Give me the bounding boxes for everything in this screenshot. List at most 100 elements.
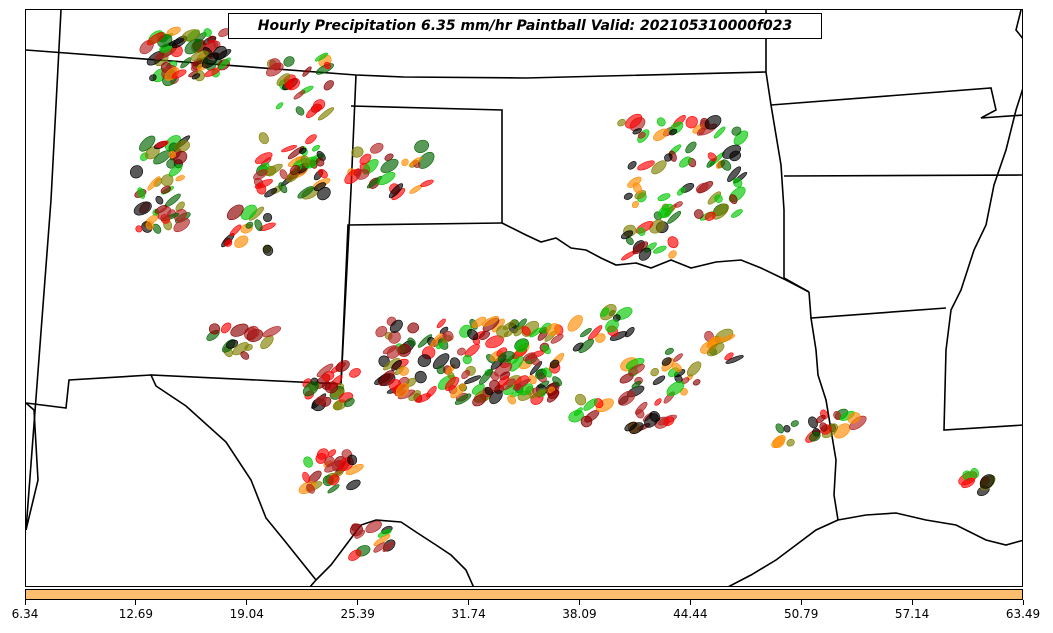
colorado-south-border [350,105,503,223]
precip-blob [685,141,697,154]
precip-blob [578,338,594,353]
precip-blob [318,168,328,179]
precip-blob [605,319,619,333]
precip-blob [212,45,228,60]
precip-blob [444,376,460,391]
precip-blob [449,357,461,369]
precip-blob [289,165,300,176]
precip-blob [485,335,504,349]
precip-blob [269,58,282,71]
precip-blob [245,221,254,229]
title-text: Hourly Precipitation 6.35 mm/hr Paintbal… [257,18,793,34]
precip-blob [175,175,185,182]
precip-blob [173,151,188,165]
precip-blob [359,153,372,165]
precip-blob [669,128,678,136]
precip-blob [595,333,606,343]
precip-blob [407,322,420,334]
northern-border-line [26,49,767,79]
precip-blob [174,140,190,153]
colorbar-tick-label: 38.09 [562,607,597,621]
precip-blob [333,401,343,411]
precip-blob [155,195,164,205]
precip-blob [240,204,257,220]
precip-blob [414,139,429,153]
precip-blob [302,471,310,483]
precip-blob [668,250,677,259]
california-border [26,402,39,531]
precip-blob [664,347,674,355]
newmexico-texas-border [149,374,342,586]
precip-blob [552,376,562,387]
precip-blob [815,414,826,424]
precipitation-paintballs [129,26,996,561]
precip-blob [220,322,232,334]
precip-blob [302,66,312,77]
precip-blob [297,186,314,199]
precip-blob [979,474,995,489]
precip-blob [650,367,660,377]
precip-blob [732,177,743,188]
precip-blob [496,325,509,338]
precip-blob [432,353,450,370]
precip-blob [661,357,672,366]
precip-blob [351,146,364,158]
precip-blob [389,319,403,333]
precip-blob [147,176,161,191]
map-title: Hourly Precipitation 6.35 mm/hr Paintbal… [228,13,822,39]
mississippi-river [943,88,1022,431]
precip-blob [139,135,156,152]
precip-blob [230,323,249,337]
precip-blob [707,152,717,162]
precip-blob [315,452,327,464]
louisiana-coast [837,512,1022,546]
precip-blob [184,38,202,55]
precip-blob [674,201,683,208]
precip-blob [651,160,667,175]
precip-blob [328,474,340,486]
precip-blob [722,144,741,159]
precip-blob [632,182,642,194]
rio-grande [315,519,474,586]
precip-blob [725,355,744,364]
precip-blob [355,169,370,180]
precip-blob [375,326,388,338]
colorbar-tick-label: 50.79 [784,607,819,621]
colorbar-tick [357,600,359,605]
precip-blob [224,239,232,246]
precip-blob [666,381,685,396]
precip-blob [443,330,454,342]
precip-blob [327,449,337,457]
precip-blob [624,327,635,338]
precip-blob [190,50,209,62]
precip-blob [346,479,361,491]
precip-blob [512,378,531,390]
colorbar [25,589,1023,600]
precip-blob [436,342,444,350]
precip-blob [354,529,366,539]
precip-blob [574,407,583,416]
precip-blob [772,436,785,449]
precip-blob [303,456,313,468]
precip-blob [401,158,409,167]
precip-blob [327,484,340,494]
precip-blob [417,334,433,348]
colorbar-tick-label: 44.44 [673,607,708,621]
precip-blob [624,421,637,432]
precip-blob [479,369,493,385]
precip-blob [312,144,320,152]
precip-blob [649,219,665,234]
precip-blob [847,412,861,424]
colorbar-tick [578,600,580,605]
precip-blob [286,77,300,91]
colorbar-tick [24,600,26,605]
utah-arizona-border [26,10,62,531]
precip-blob [429,332,443,348]
precip-blob [388,183,404,199]
precip-blob [663,416,675,427]
precip-blob [314,52,328,62]
precip-blob [547,389,560,403]
precip-blob [731,209,743,218]
precip-blob [509,356,524,372]
precip-blob [572,342,584,352]
